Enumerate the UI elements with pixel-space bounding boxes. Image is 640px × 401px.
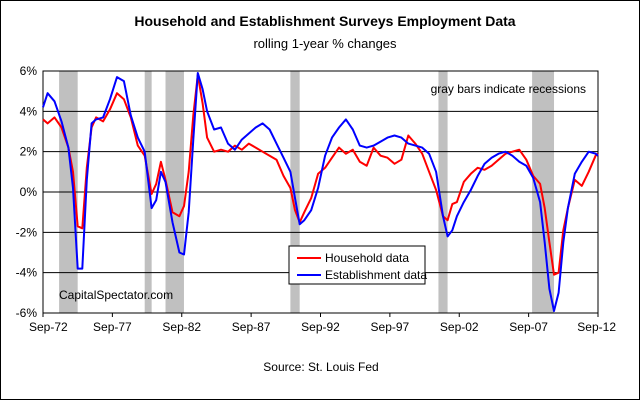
- y-tick-label-2: -2%: [16, 225, 38, 239]
- chart-subtitle: rolling 1-year % changes: [253, 36, 397, 51]
- x-tick-label-7: Sep-07: [509, 320, 548, 334]
- legend-box: [288, 245, 426, 285]
- y-tick-label-5: 4%: [20, 104, 38, 118]
- x-tick-label-3: Sep-87: [232, 320, 271, 334]
- source-note: Source: St. Louis Fed: [263, 360, 378, 374]
- y-tick-label-1: -4%: [16, 266, 38, 280]
- y-tick-label-0: -6%: [16, 306, 38, 320]
- y-tick-label-3: 0%: [20, 185, 38, 199]
- x-tick-label-8: Sep-12: [577, 320, 616, 334]
- x-tick-label-6: Sep-02: [440, 320, 479, 334]
- watermark-text: CapitalSpectator.com: [59, 288, 173, 302]
- y-axis-ticks: -6% -4% -2% 0% 2% 4% 6%: [16, 64, 38, 320]
- legend-label-household: Household data: [325, 251, 409, 265]
- chart-title: Household and Establishment Surveys Empl…: [134, 13, 515, 29]
- x-tick-label-0: Sep-72: [29, 320, 68, 334]
- x-tick-label-4: Sep-92: [301, 320, 340, 334]
- y-tick-label-4: 2%: [20, 145, 38, 159]
- x-tick-label-1: Sep-77: [93, 320, 132, 334]
- x-tick-label-5: Sep-97: [371, 320, 410, 334]
- series-line-establishment: [42, 72, 599, 312]
- x-tick-label-2: Sep-82: [162, 320, 201, 334]
- legend-label-establishment: Establishment data: [325, 268, 427, 282]
- x-axis-ticks: Sep-72 Sep-77 Sep-82 Sep-87 Sep-92 Sep-97 Sep-…: [29, 313, 616, 334]
- legend: Household data Establishment data: [288, 245, 427, 285]
- series-lines: [42, 72, 599, 312]
- recession-note: gray bars indicate recessions: [431, 82, 586, 96]
- y-tick-label-6: 6%: [20, 64, 38, 78]
